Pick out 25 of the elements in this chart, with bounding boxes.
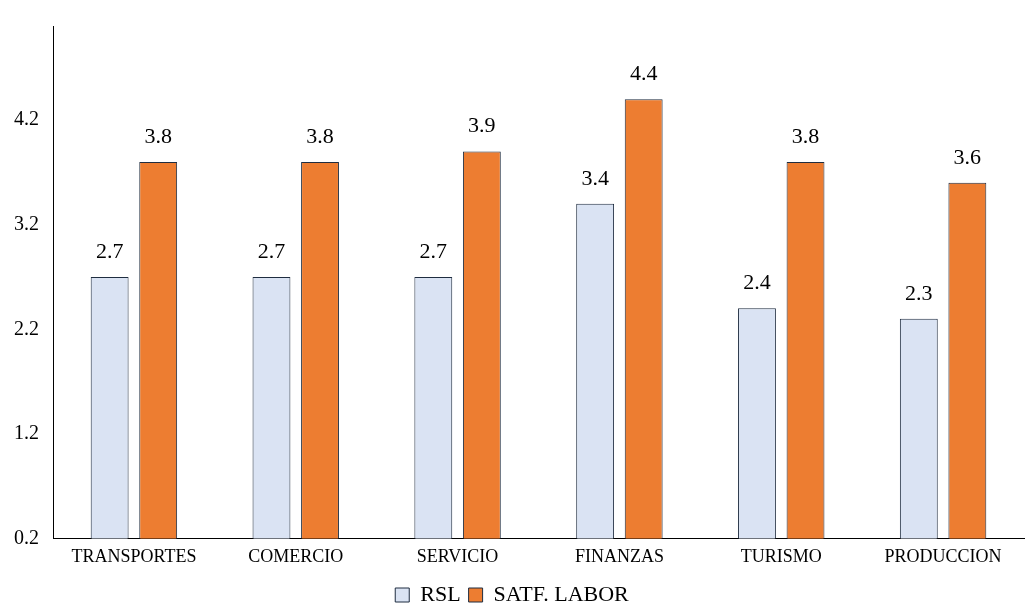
data-label: 3.9 [468, 112, 496, 138]
data-label: 2.3 [905, 279, 933, 305]
x-tick-label: FINANZAS [574, 545, 664, 566]
x-tick-label: TRANSPORTES [71, 545, 197, 566]
x-tick-label: COMERCIO [248, 545, 344, 566]
x-tick-label: TURISMO [740, 545, 822, 566]
data-label: 3.4 [581, 164, 609, 190]
data-label: 4.4 [629, 59, 658, 85]
data-label: 3.8 [791, 122, 820, 148]
data-label: 2.7 [95, 237, 124, 263]
y-tick-label: 2.2 [14, 316, 39, 339]
y-tick-label: 3.2 [14, 211, 39, 234]
data-label: 2.4 [743, 269, 771, 295]
legend-label: RSL [420, 580, 461, 606]
y-tick-label: 4.2 [14, 107, 39, 130]
data-label: 2.7 [419, 237, 448, 263]
x-tick-label: PRODUCCION [884, 545, 1002, 566]
y-tick-label: 1.2 [14, 421, 39, 444]
data-label: 3.6 [953, 143, 982, 169]
data-label: 3.8 [306, 122, 334, 148]
x-tick-label: SERVICIO [416, 545, 499, 566]
legend-label: SATF. LABOR [493, 580, 630, 606]
data-label: 2.7 [257, 237, 286, 263]
data-label: 3.8 [144, 122, 172, 148]
y-tick-label: 0.2 [14, 525, 39, 548]
